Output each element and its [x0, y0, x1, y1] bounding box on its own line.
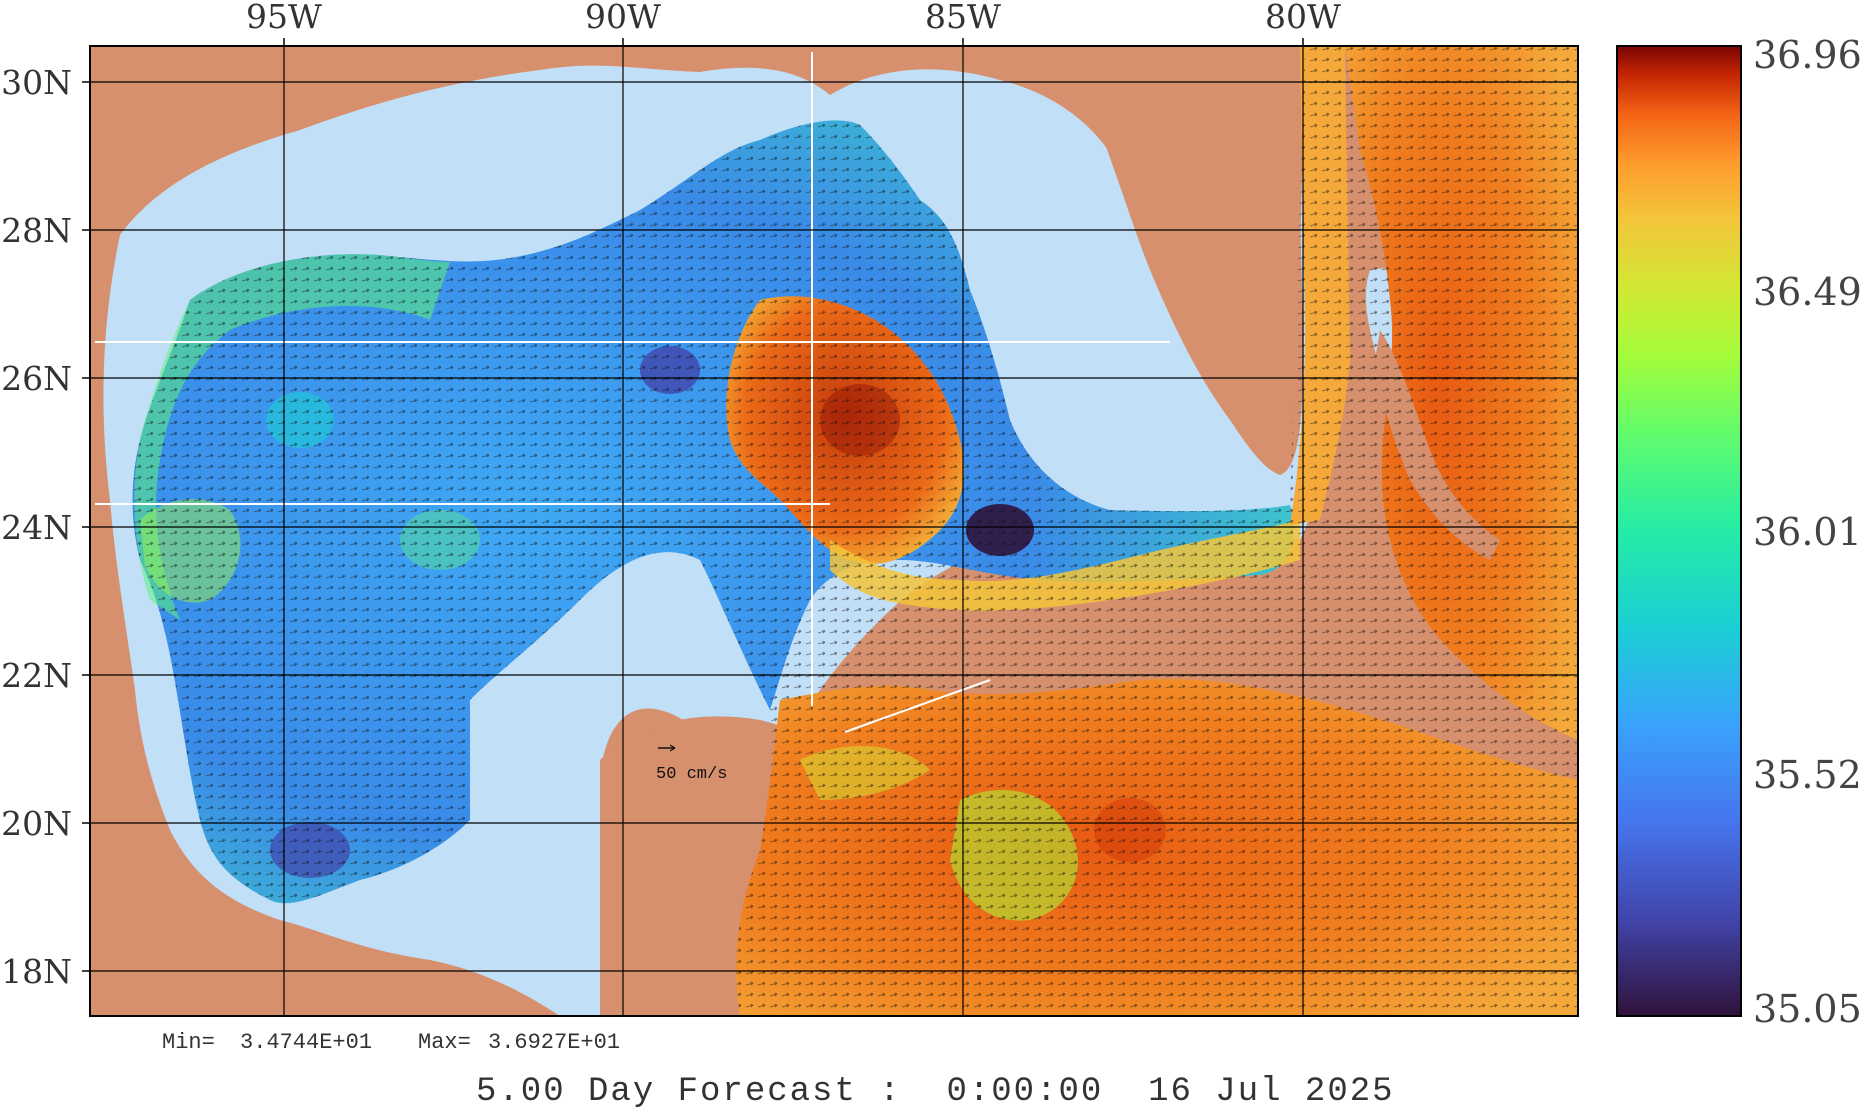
colorbar-label-4: 35.52: [1753, 753, 1862, 797]
lon-label-85w: 85W: [925, 0, 1001, 36]
colorbar-label-max: 36.96: [1753, 33, 1862, 77]
lat-label-30n: 30N: [1, 63, 72, 102]
colorbar-label-2: 36.49: [1753, 270, 1862, 314]
map-frame: [89, 45, 1579, 1017]
lat-label-26n: 26N: [1, 359, 72, 398]
lat-label-28n: 28N: [1, 211, 72, 250]
frame-ticks: [82, 38, 1304, 972]
min-value: 3.4744E+01: [240, 1030, 372, 1055]
lat-label-18n: 18N: [1, 952, 72, 991]
colorbar: [1616, 45, 1742, 1017]
nest-boundary-lines: [95, 52, 1170, 733]
colorbar-label-min: 35.05: [1753, 987, 1862, 1031]
lat-label-20n: 20N: [1, 804, 72, 843]
velocity-vectors: [90, 46, 1578, 1016]
lat-label-24n: 24N: [1, 508, 72, 547]
forecast-caption: 5.00 Day Forecast : 0:00:00 16 Jul 2025: [476, 1073, 1395, 1109]
graticule: [90, 46, 1578, 1016]
colorbar-label-3: 36.01: [1753, 510, 1862, 554]
max-value: 3.6927E+01: [488, 1030, 620, 1055]
map-panel: [90, 46, 1578, 1016]
max-label: Max=: [418, 1030, 471, 1055]
lat-label-22n: 22N: [1, 656, 72, 695]
vector-scale-reference: 50 cm/s: [656, 744, 727, 784]
lon-label-90w: 90W: [585, 0, 661, 36]
min-label: Min=: [162, 1030, 215, 1055]
vector-scale-label: 50 cm/s: [656, 765, 727, 784]
lon-label-80w: 80W: [1265, 0, 1341, 36]
lon-label-95w: 95W: [246, 0, 322, 36]
